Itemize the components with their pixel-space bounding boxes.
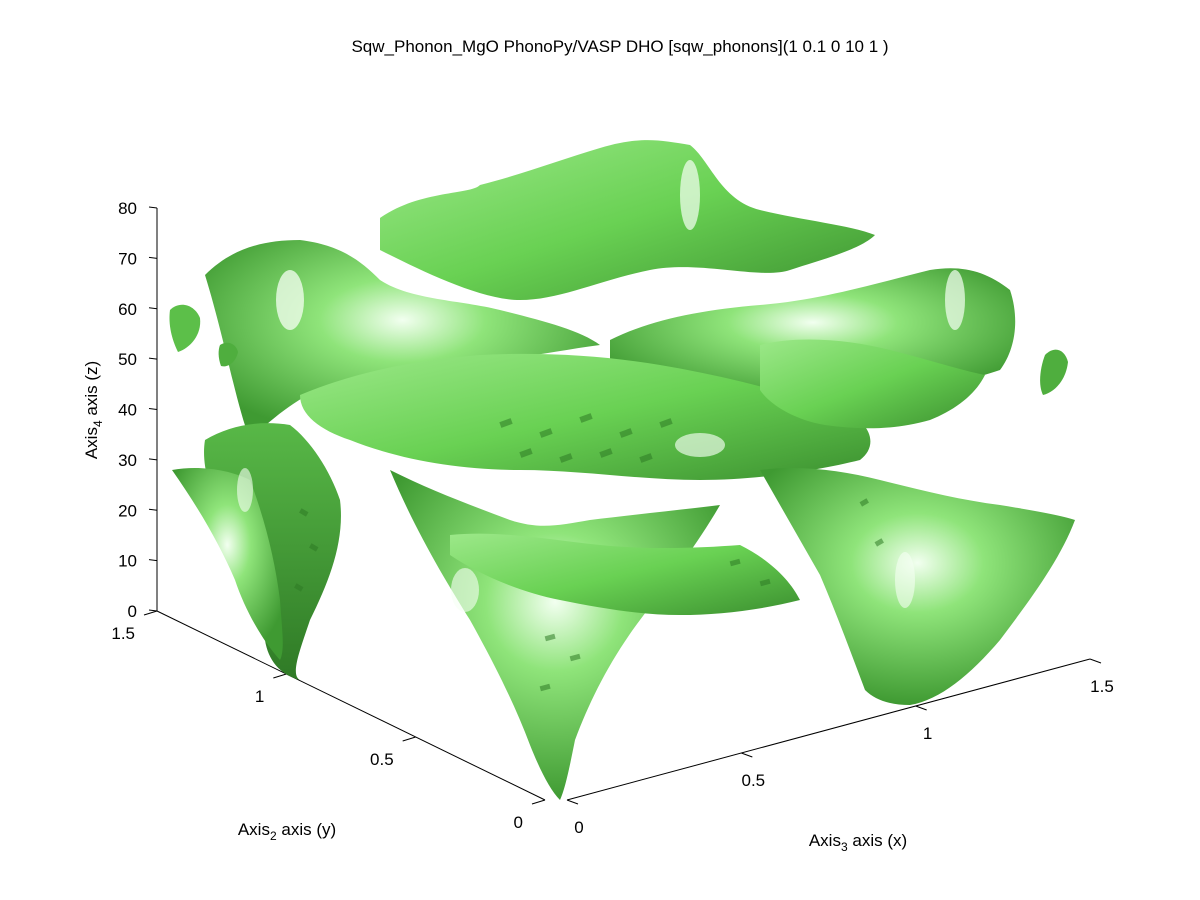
z-tick-label: 20 (118, 501, 137, 520)
y-axis-label: Axis2 axis (y) (238, 820, 336, 843)
z-tick-label: 30 (118, 451, 137, 470)
surface-funnel-center (390, 470, 720, 800)
z-tick-mark (148, 458, 158, 461)
z-axis-label: Axis4 axis (z) (82, 361, 105, 459)
y-tick-mark (531, 799, 546, 805)
z-tick-label: 40 (118, 401, 137, 420)
surface-highlight-6 (895, 552, 915, 608)
surface-funnel-right (760, 468, 1075, 705)
y-tick-label: 1 (255, 687, 264, 706)
z-tick-mark (148, 307, 158, 310)
x-tick-label: 1.5 (1090, 677, 1114, 696)
z-tick-label: 0 (128, 602, 137, 621)
x-tick-mark (1089, 658, 1102, 664)
x-tick-mark (915, 705, 927, 711)
x-tick-label: 1 (923, 724, 932, 743)
x-tick-label: 0.5 (742, 771, 766, 790)
y-tick-mark (402, 736, 416, 742)
isosurface (169, 140, 1075, 800)
z-tick-label: 60 (118, 300, 137, 319)
surface-sheet-top-back (380, 140, 875, 300)
z-axis-ticks: 0 10 20 30 40 50 60 70 80 (118, 199, 158, 621)
x-axis-line (566, 658, 1091, 801)
surface-fragment-left (169, 304, 201, 352)
y-tick-mark (143, 610, 158, 616)
surface-sheet-left-upper (205, 240, 600, 440)
surface-highlight-5 (451, 568, 479, 612)
surface-highlight-1 (276, 270, 304, 330)
z-tick-label: 70 (118, 249, 137, 268)
x-tick-label: 0 (574, 818, 583, 837)
chart-title: Sqw_Phonon_MgO PhonoPy/VASP DHO [sqw_pho… (351, 37, 888, 56)
z-tick-mark (148, 408, 158, 410)
y-tick-mark (273, 673, 287, 679)
x-tick-mark (741, 752, 753, 758)
surface-texture (294, 413, 884, 692)
surface-fragment-left-small (218, 342, 238, 367)
surface-highlight-2 (680, 160, 700, 230)
z-tick-mark (148, 559, 158, 562)
surface-highlight-4 (675, 433, 725, 457)
x-tick-mark (566, 799, 579, 805)
surface-highlight-7 (237, 468, 253, 512)
y-tick-label: 0 (514, 813, 523, 832)
surface-sheet-lower-mid (450, 533, 800, 615)
x-axis-label: Axis3 axis (x) (809, 831, 907, 854)
y-tick-label: 0.5 (370, 750, 394, 769)
x-axis-ticks: 0 0.5 1 1.5 (566, 658, 1114, 837)
z-tick-mark (148, 256, 158, 259)
y-axis-ticks: 0 0.5 1 1.5 (111, 610, 546, 832)
y-tick-label: 1.5 (111, 624, 135, 643)
z-tick-mark (148, 508, 158, 511)
surface-slab-left (172, 468, 283, 660)
z-tick-label: 10 (118, 552, 137, 571)
z-tick-mark (148, 357, 158, 360)
z-tick-mark (148, 206, 158, 209)
surface-wing-right (760, 339, 985, 429)
z-tick-mark (148, 609, 158, 612)
surface-fragment-right (1040, 349, 1068, 395)
surface-highlight-3 (945, 270, 965, 330)
z-tick-label: 80 (118, 199, 137, 218)
z-tick-label: 50 (118, 350, 137, 369)
y-axis-line (156, 610, 546, 801)
